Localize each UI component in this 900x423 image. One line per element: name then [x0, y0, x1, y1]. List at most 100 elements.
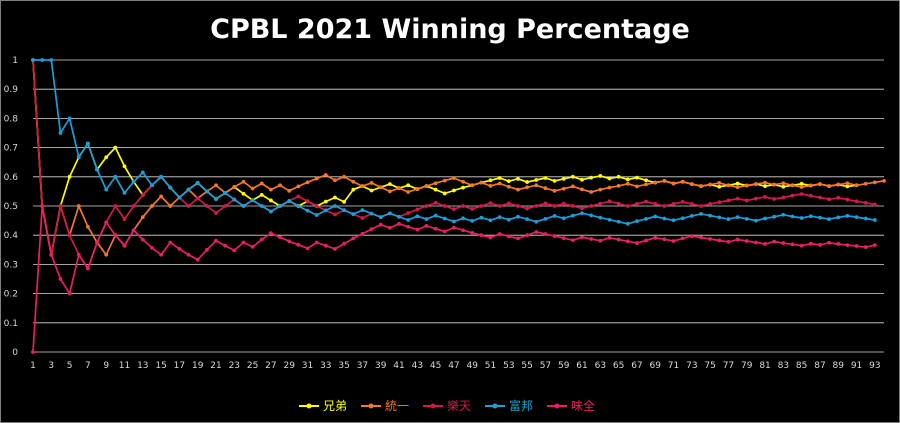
series-line-2 — [32, 59, 875, 270]
data-point — [763, 242, 767, 246]
data-point — [772, 197, 777, 201]
y-tick-label: 0.7 — [4, 144, 18, 154]
data-point — [278, 204, 282, 208]
data-point — [799, 243, 804, 248]
data-point — [589, 204, 594, 208]
data-point — [534, 230, 539, 234]
y-tick-label: 0.8 — [4, 114, 19, 124]
data-point — [49, 58, 54, 62]
data-point — [607, 185, 612, 190]
data-point — [323, 173, 328, 177]
data-point — [452, 225, 456, 230]
data-point — [516, 214, 520, 219]
data-point — [616, 219, 621, 224]
data-point — [250, 186, 255, 191]
data-point — [351, 212, 356, 217]
data-point — [122, 217, 127, 222]
x-tick-label: 25 — [247, 361, 258, 371]
data-point — [442, 216, 447, 221]
data-point — [351, 187, 356, 192]
data-point — [461, 179, 465, 184]
data-point — [726, 183, 731, 188]
data-point — [452, 219, 456, 224]
data-point — [506, 179, 511, 184]
data-point — [86, 266, 90, 271]
data-point — [360, 216, 365, 220]
data-point — [397, 221, 401, 226]
x-tick-label: 9 — [103, 361, 109, 371]
data-point — [863, 181, 868, 186]
data-point — [433, 200, 438, 205]
data-point — [95, 167, 99, 172]
data-point — [662, 216, 667, 221]
legend-label: 統一 — [385, 399, 409, 413]
data-point — [598, 174, 603, 178]
data-point — [433, 187, 438, 192]
data-point — [635, 175, 639, 180]
data-point — [607, 235, 612, 240]
data-point — [296, 204, 301, 208]
data-point — [351, 179, 356, 184]
data-point — [680, 216, 685, 221]
data-point — [845, 243, 850, 248]
x-tick-label: 81 — [759, 361, 770, 371]
data-point — [854, 183, 859, 188]
data-point — [113, 145, 118, 150]
data-point — [735, 237, 740, 242]
legend-label: 兄弟 — [323, 399, 347, 413]
data-point — [717, 215, 722, 220]
data-point — [644, 199, 648, 204]
data-point — [131, 179, 136, 184]
data-point — [772, 214, 777, 219]
data-point — [552, 214, 557, 218]
data-point — [214, 238, 218, 243]
data-point — [525, 206, 530, 211]
data-point — [625, 221, 630, 226]
legend-label: 富邦 — [509, 398, 533, 413]
x-tick-label: 67 — [631, 361, 642, 371]
data-point — [186, 204, 191, 208]
data-point — [854, 215, 859, 219]
x-tick-label: 65 — [613, 361, 624, 371]
data-point — [387, 182, 392, 187]
data-point — [58, 131, 63, 135]
data-point — [67, 233, 72, 238]
x-tick-label: 33 — [320, 361, 331, 371]
data-point — [333, 247, 337, 251]
data-point — [314, 204, 319, 208]
data-point — [735, 181, 740, 186]
data-point — [186, 252, 191, 257]
data-point — [763, 195, 767, 199]
data-point — [781, 184, 786, 189]
data-point — [479, 180, 484, 185]
data-point — [763, 184, 767, 189]
data-point — [717, 238, 722, 243]
data-point — [708, 182, 713, 187]
data-point — [726, 217, 731, 222]
data-point — [369, 188, 374, 193]
data-point — [314, 240, 319, 245]
x-tick-label: 1 — [30, 361, 36, 371]
data-point — [552, 178, 557, 183]
x-tick-label: 19 — [192, 361, 204, 371]
data-point — [131, 228, 136, 233]
data-point — [845, 181, 850, 186]
data-point — [808, 183, 813, 188]
data-point — [104, 155, 109, 160]
data-point — [415, 227, 420, 232]
data-point — [543, 216, 548, 221]
data-point — [232, 197, 237, 202]
data-point — [525, 185, 530, 190]
data-point — [150, 204, 154, 208]
data-point — [223, 204, 228, 208]
data-point — [214, 197, 218, 201]
data-point — [836, 182, 841, 187]
data-point — [269, 209, 273, 214]
data-point — [40, 58, 45, 62]
data-point — [241, 204, 246, 208]
data-point — [689, 234, 694, 238]
data-point — [836, 195, 841, 200]
data-point — [625, 177, 630, 182]
data-point — [799, 216, 804, 220]
x-tick-label: 41 — [393, 361, 404, 371]
